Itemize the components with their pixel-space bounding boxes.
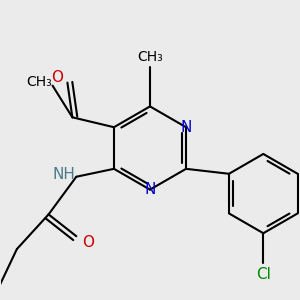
Text: CH₃: CH₃: [26, 75, 52, 88]
Text: O: O: [82, 235, 94, 250]
Text: Cl: Cl: [256, 267, 271, 282]
Text: NH: NH: [53, 167, 76, 182]
Text: O: O: [52, 70, 64, 85]
Text: CH₃: CH₃: [137, 50, 163, 64]
Text: N: N: [180, 120, 192, 135]
Text: N: N: [144, 182, 156, 197]
